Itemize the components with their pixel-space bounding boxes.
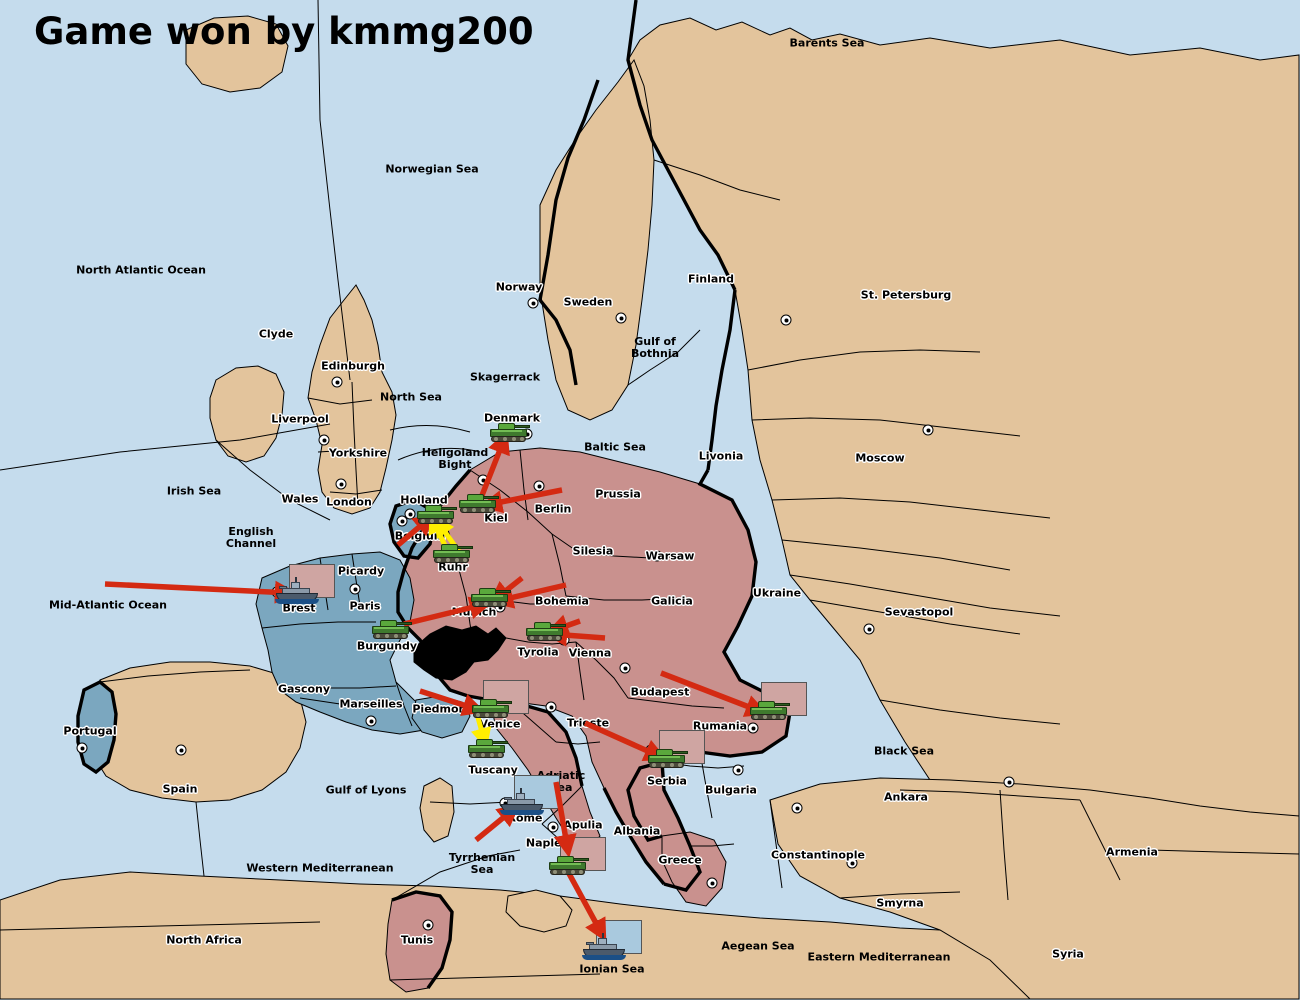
sc-sweden: [615, 312, 627, 324]
sc-greece: [706, 877, 718, 889]
tank-icon: [647, 747, 688, 769]
unit-army-holland[interactable]: [416, 503, 457, 525]
tank-icon: [489, 421, 530, 443]
unit-army-tyrolia[interactable]: [525, 620, 566, 642]
unit-army-naples[interactable]: [548, 854, 589, 876]
sc-kiel: [477, 474, 489, 486]
tank-icon: [432, 542, 473, 564]
unit-army-munich[interactable]: [470, 586, 511, 608]
unit-army-rumania[interactable]: [749, 699, 790, 721]
sc-st-petersburg: [780, 314, 792, 326]
unit-army-denmark[interactable]: [489, 421, 530, 443]
sc-moscow: [922, 424, 934, 436]
sc-warsaw: [651, 550, 663, 562]
sc-trieste: [545, 701, 557, 713]
unit-fleet-rome[interactable]: [500, 788, 544, 815]
ship-icon: [500, 788, 544, 815]
tank-icon: [471, 697, 512, 719]
sc-smyrna: [846, 857, 858, 869]
sc-edinburgh: [331, 376, 343, 388]
unit-army-ruhr[interactable]: [432, 542, 473, 564]
unit-army-kiel[interactable]: [458, 492, 499, 514]
ship-icon: [582, 933, 626, 960]
sc-liverpool: [318, 434, 330, 446]
sc-norway: [527, 297, 539, 309]
tank-icon: [458, 492, 499, 514]
sc-berlin: [533, 480, 545, 492]
sc-belgium: [396, 515, 408, 527]
unit-army-burgundy[interactable]: [371, 618, 412, 640]
unit-army-tuscany[interactable]: [467, 737, 508, 759]
sc-paris: [349, 583, 361, 595]
unit-fleet-ionian-sea[interactable]: [582, 933, 626, 960]
sc-ankara: [1003, 776, 1015, 788]
tank-icon: [371, 618, 412, 640]
sc-naples: [547, 821, 559, 833]
sc-marseilles: [365, 715, 377, 727]
unit-army-venice[interactable]: [471, 697, 512, 719]
tank-icon: [749, 699, 790, 721]
tank-icon: [416, 503, 457, 525]
page-title: Game won by kmmg200: [34, 10, 534, 53]
sc-budapest: [619, 662, 631, 674]
unit-fleet-brest[interactable]: [275, 577, 319, 604]
sc-sevastopol: [863, 623, 875, 635]
sc-tunis: [422, 919, 434, 931]
tank-icon: [467, 737, 508, 759]
sc-spain: [175, 744, 187, 756]
ship-icon: [275, 577, 319, 604]
sc-rumania: [747, 722, 759, 734]
tank-icon: [525, 620, 566, 642]
tank-icon: [548, 854, 589, 876]
sc-london: [335, 478, 347, 490]
unit-army-serbia[interactable]: [647, 747, 688, 769]
sc-bulgaria: [732, 764, 744, 776]
sc-constantinople: [791, 802, 803, 814]
tank-icon: [470, 586, 511, 608]
sc-portugal: [76, 742, 88, 754]
